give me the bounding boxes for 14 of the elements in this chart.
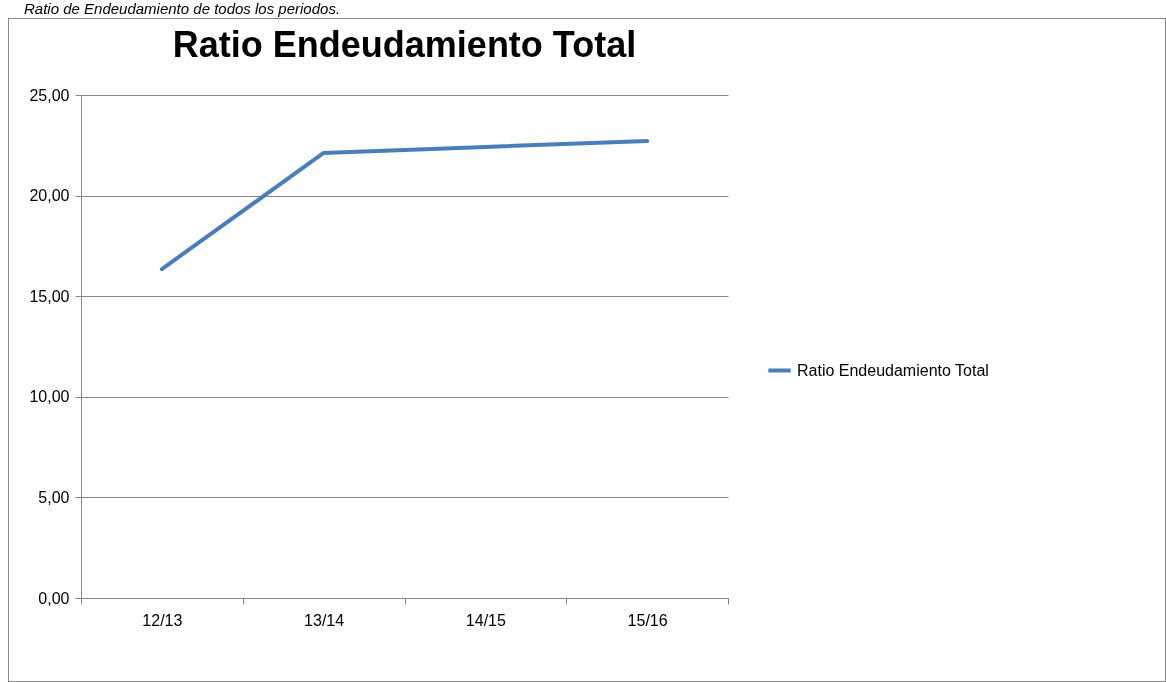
chart-title: Ratio Endeudamiento Total — [172, 24, 637, 65]
y-tick-label: 15,00 — [29, 287, 70, 305]
x-tick-label: 13/14 — [304, 611, 345, 629]
legend-label: Ratio Endeudamiento Total — [797, 361, 989, 379]
x-tick-label: 12/13 — [142, 611, 183, 629]
y-tick-label: 0,00 — [38, 589, 70, 607]
y-tick-label: 20,00 — [29, 187, 70, 205]
x-tick-label: 15/16 — [627, 611, 668, 629]
y-tick-label: 10,00 — [29, 388, 70, 406]
x-tick-label: 14/15 — [465, 611, 506, 629]
text: Ratio de Endeudamiento de todos los periodos. — [24, 0, 341, 17]
y-tick-label: 5,00 — [38, 488, 70, 506]
line-series — [159, 139, 650, 272]
y-tick-label: 25,00 — [29, 86, 70, 104]
